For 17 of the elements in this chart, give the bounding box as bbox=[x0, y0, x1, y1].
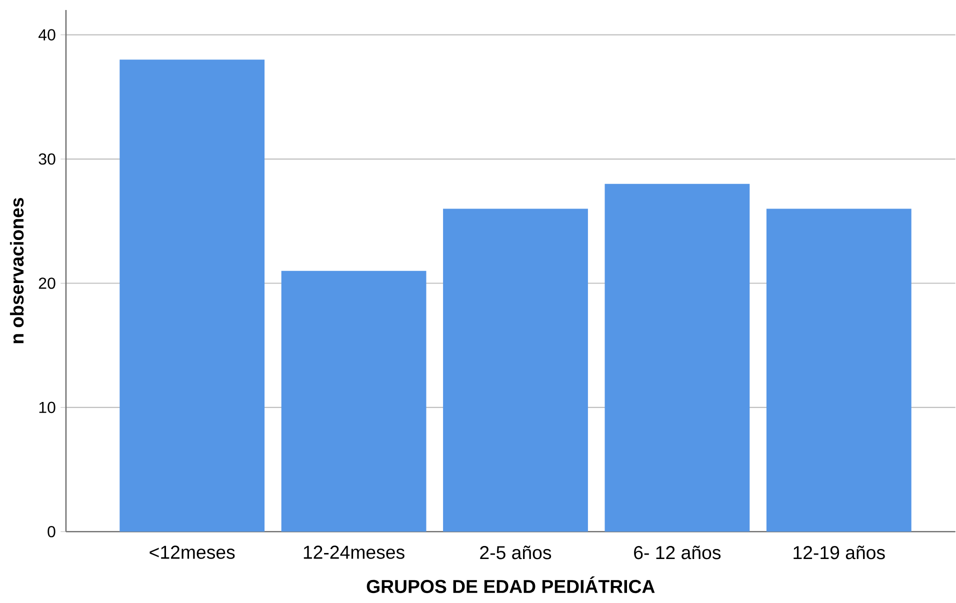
x-axis-title: GRUPOS DE EDAD PEDIÁTRICA bbox=[366, 576, 655, 594]
x-tick-label: 6- 12 años bbox=[634, 546, 721, 560]
bar bbox=[604, 184, 750, 532]
y-tick-label: 30 bbox=[38, 154, 56, 165]
x-tick-label: <12meses bbox=[150, 546, 235, 560]
y-tick-label: 10 bbox=[39, 402, 56, 414]
bar bbox=[443, 208, 588, 532]
bar bbox=[120, 60, 265, 532]
bar bbox=[766, 208, 912, 532]
y-tick-label: 20 bbox=[38, 278, 56, 290]
y-tick-label: 40 bbox=[38, 29, 56, 41]
y-axis-title: n observaciones bbox=[10, 198, 24, 344]
x-tick-label: 2-5 años bbox=[480, 546, 552, 560]
x-tick-label: 12-19 años bbox=[794, 546, 885, 560]
bar bbox=[281, 271, 426, 532]
y-tick-label: 0 bbox=[48, 526, 56, 538]
x-tick-label: 12-24meses bbox=[304, 546, 404, 560]
